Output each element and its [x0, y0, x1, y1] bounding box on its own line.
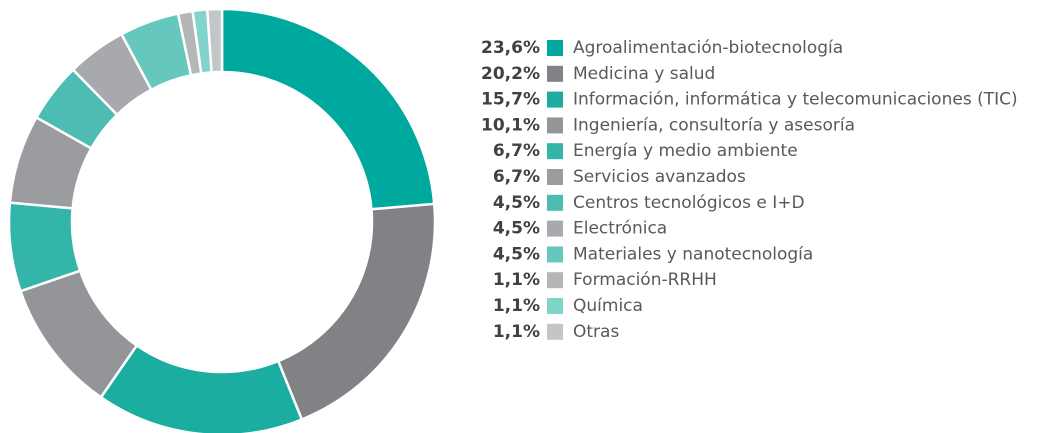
donut-segment [99, 343, 304, 433]
legend-label: Ingeniería, consultoría y asesoría [573, 115, 855, 135]
legend-swatch [547, 246, 563, 263]
value-label: 15,7% [481, 90, 540, 110]
legend-swatch [547, 117, 563, 134]
value-label: 10,1% [481, 115, 540, 135]
legend-label: Medicina y salud [573, 64, 715, 84]
legend-label: Formación-RRHH [573, 270, 717, 290]
legend-label: Otras [573, 322, 619, 342]
value-label: 23,6% [481, 38, 540, 58]
legend-swatch [547, 40, 563, 56]
legend-label: Electrónica [573, 219, 667, 239]
value-label: 1,1% [493, 270, 540, 290]
value-label: 20,2% [481, 64, 540, 84]
value-label: 6,7% [493, 141, 540, 161]
value-label: 6,7% [493, 167, 540, 187]
legend-label: Materiales y nanotecnología [573, 244, 813, 264]
legend-label: Agroalimentación-biotecnología [573, 38, 843, 58]
donut-segment [220, 7, 436, 211]
legend-swatch [547, 91, 563, 108]
legend-label: Energía y medio ambiente [573, 141, 798, 161]
legend-label: Centros tecnológicos e I+D [573, 193, 805, 213]
legend-swatch [547, 143, 563, 160]
legend-label: Servicios avanzados [573, 167, 746, 187]
legend-label: Información, informática y telecomunicac… [573, 90, 1018, 110]
value-label: 4,5% [493, 244, 540, 264]
legend-swatch [547, 194, 563, 211]
legend-swatch [547, 169, 563, 185]
value-label: 1,1% [493, 322, 540, 342]
legend-swatch [547, 323, 563, 340]
legend-swatch [547, 220, 563, 237]
legend-swatch [547, 65, 563, 82]
donut-segment [205, 7, 224, 74]
legend-swatch [547, 298, 563, 314]
value-label: 4,5% [493, 193, 540, 213]
value-label: 4,5% [493, 219, 540, 239]
legend-label: Química [573, 296, 643, 316]
legend-swatch [547, 272, 563, 289]
value-label: 1,1% [493, 296, 540, 316]
donut-segment [276, 202, 437, 422]
